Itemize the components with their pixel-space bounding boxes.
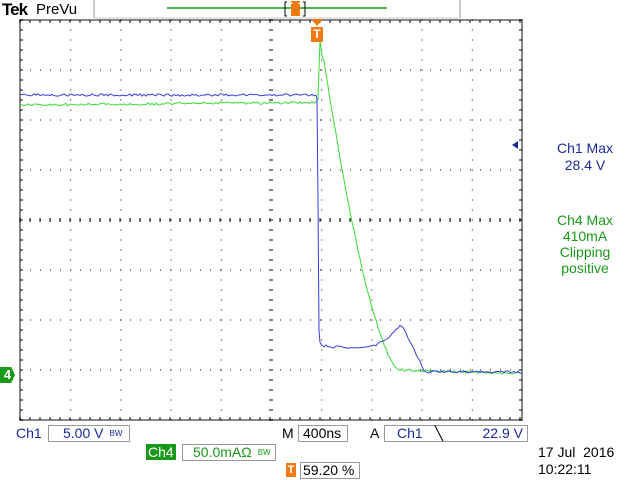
graticule-grid <box>20 20 522 420</box>
ch1-scale[interactable]: 5.00 V BW <box>48 425 130 442</box>
ch1-max-label: Ch1 Max <box>530 140 640 157</box>
trigger-source: Ch1 <box>397 425 423 441</box>
trigger-position-percent[interactable]: 59.20 % <box>300 462 360 479</box>
ch4-scale[interactable]: 50.0mAΩ BW <box>182 444 276 461</box>
ch1-waveform <box>20 94 522 373</box>
acquire-label: A <box>370 425 379 442</box>
trigger-position-marker-icon: T <box>286 463 296 477</box>
trigger-level: 22.9 V <box>483 426 523 441</box>
ch4-waveform <box>20 41 522 375</box>
timebase-value[interactable]: 400ns <box>298 425 348 442</box>
date: 17 Jul 2016 <box>538 444 614 461</box>
trigger-marker[interactable]: T <box>311 27 323 42</box>
ch1-label[interactable]: Ch1 <box>16 425 42 442</box>
ch1-bandwidth-icon: BW <box>109 429 122 438</box>
ch4-bandwidth-icon: BW <box>258 448 271 457</box>
ch4-clipping-note: Clipping <box>530 244 640 260</box>
time: 10:22:11 <box>538 461 591 478</box>
falling-edge-icon: ╲ <box>435 425 443 441</box>
trigger-settings[interactable]: Ch1 ╲ 22.9 V <box>384 425 528 442</box>
ch1-scale-value: 5.00 V <box>63 425 103 441</box>
ch4-label[interactable]: Ch4 <box>146 444 176 460</box>
ch1-max-value: 28.4 V <box>530 157 640 174</box>
trigger-arrow-icon <box>311 19 323 26</box>
ch4-max-label: Ch4 Max <box>530 212 640 228</box>
timebase-label: M <box>282 425 294 442</box>
ch1-level-arrow <box>512 141 518 149</box>
ch4-scale-value: 50.0mAΩ <box>193 444 252 460</box>
ch4-max-value: 410mA <box>530 228 640 244</box>
ch4-clipping-note2: positive <box>530 260 640 276</box>
